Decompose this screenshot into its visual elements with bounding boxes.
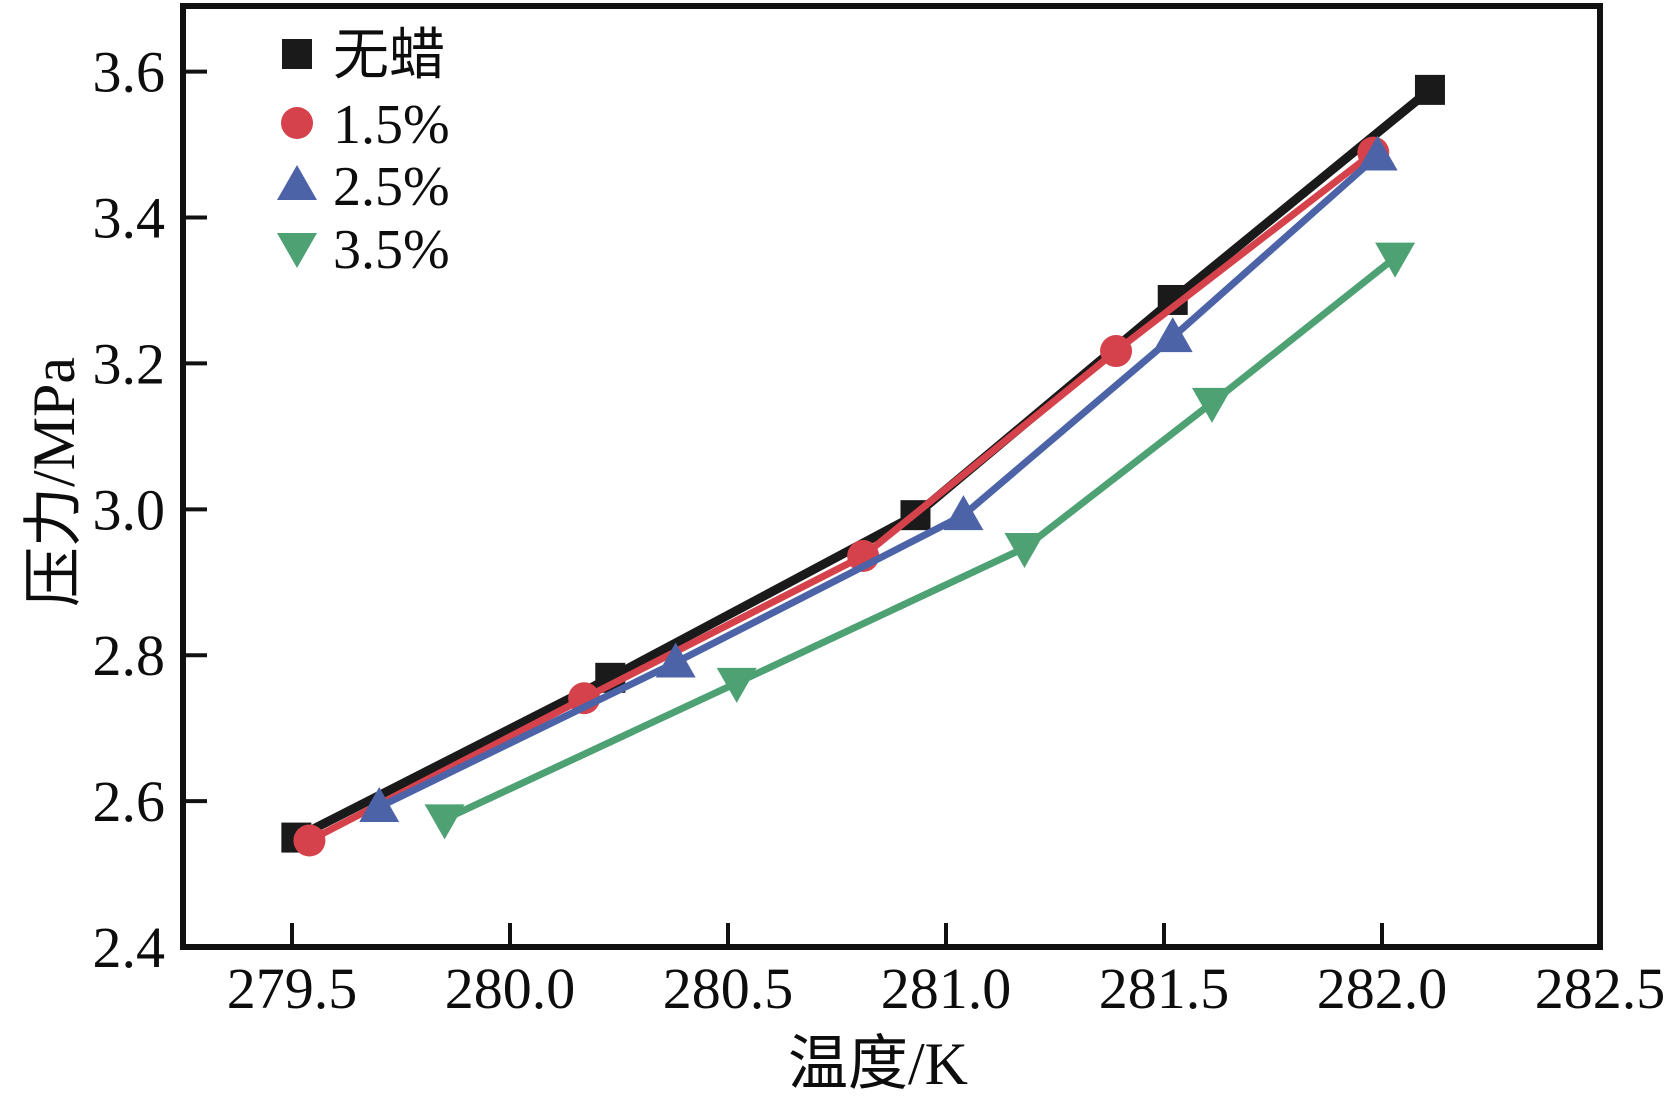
data-point-marker bbox=[293, 824, 326, 857]
x-tick-label: 280.0 bbox=[445, 956, 576, 1021]
legend-marker-无蜡 bbox=[282, 39, 312, 69]
legend-label: 3.5% bbox=[333, 219, 450, 281]
y-axis-title: 压力/MPa bbox=[21, 356, 87, 608]
data-point-marker bbox=[1100, 335, 1133, 368]
x-tick-label: 281.5 bbox=[1099, 956, 1230, 1021]
plot-border bbox=[180, 3, 1603, 950]
data-point-marker bbox=[1375, 242, 1416, 278]
legend-marker-2.5% bbox=[277, 165, 317, 200]
data-point-marker bbox=[359, 786, 400, 822]
y-tick-label: 3.0 bbox=[93, 477, 166, 542]
y-tick-label: 2.8 bbox=[93, 623, 166, 688]
data-point-marker bbox=[1152, 317, 1193, 353]
x-tick-label: 282.5 bbox=[1535, 956, 1666, 1021]
series-line-1.5% bbox=[305, 149, 1377, 844]
y-tick-label: 3.6 bbox=[93, 40, 166, 105]
data-point-marker bbox=[655, 642, 696, 678]
legend-marker-3.5% bbox=[277, 233, 317, 268]
x-tick-label: 280.5 bbox=[663, 956, 794, 1021]
legend-label: 1.5% bbox=[333, 94, 450, 156]
y-tick-label: 3.2 bbox=[93, 331, 166, 396]
x-axis-title: 温度/K bbox=[788, 1031, 968, 1097]
data-point-marker bbox=[1414, 74, 1445, 105]
x-tick-label: 282.0 bbox=[1317, 956, 1448, 1021]
data-point-marker bbox=[1191, 387, 1232, 423]
x-tick-label: 281.0 bbox=[881, 956, 1012, 1021]
data-point-marker bbox=[1357, 135, 1398, 171]
legend-marker-1.5% bbox=[281, 107, 313, 139]
data-point-marker bbox=[1004, 532, 1045, 568]
y-tick-label: 3.4 bbox=[93, 186, 166, 251]
legend-label: 2.5% bbox=[333, 156, 450, 218]
data-point-marker bbox=[424, 804, 465, 840]
data-point-marker bbox=[716, 667, 757, 703]
y-tick-label: 2.6 bbox=[93, 769, 166, 834]
y-tick-label: 2.4 bbox=[93, 915, 166, 980]
data-point-marker bbox=[943, 495, 984, 531]
series-line-无蜡 bbox=[291, 85, 1435, 843]
x-tick-label: 279.5 bbox=[227, 956, 358, 1021]
legend-label: 无蜡 bbox=[333, 25, 445, 87]
